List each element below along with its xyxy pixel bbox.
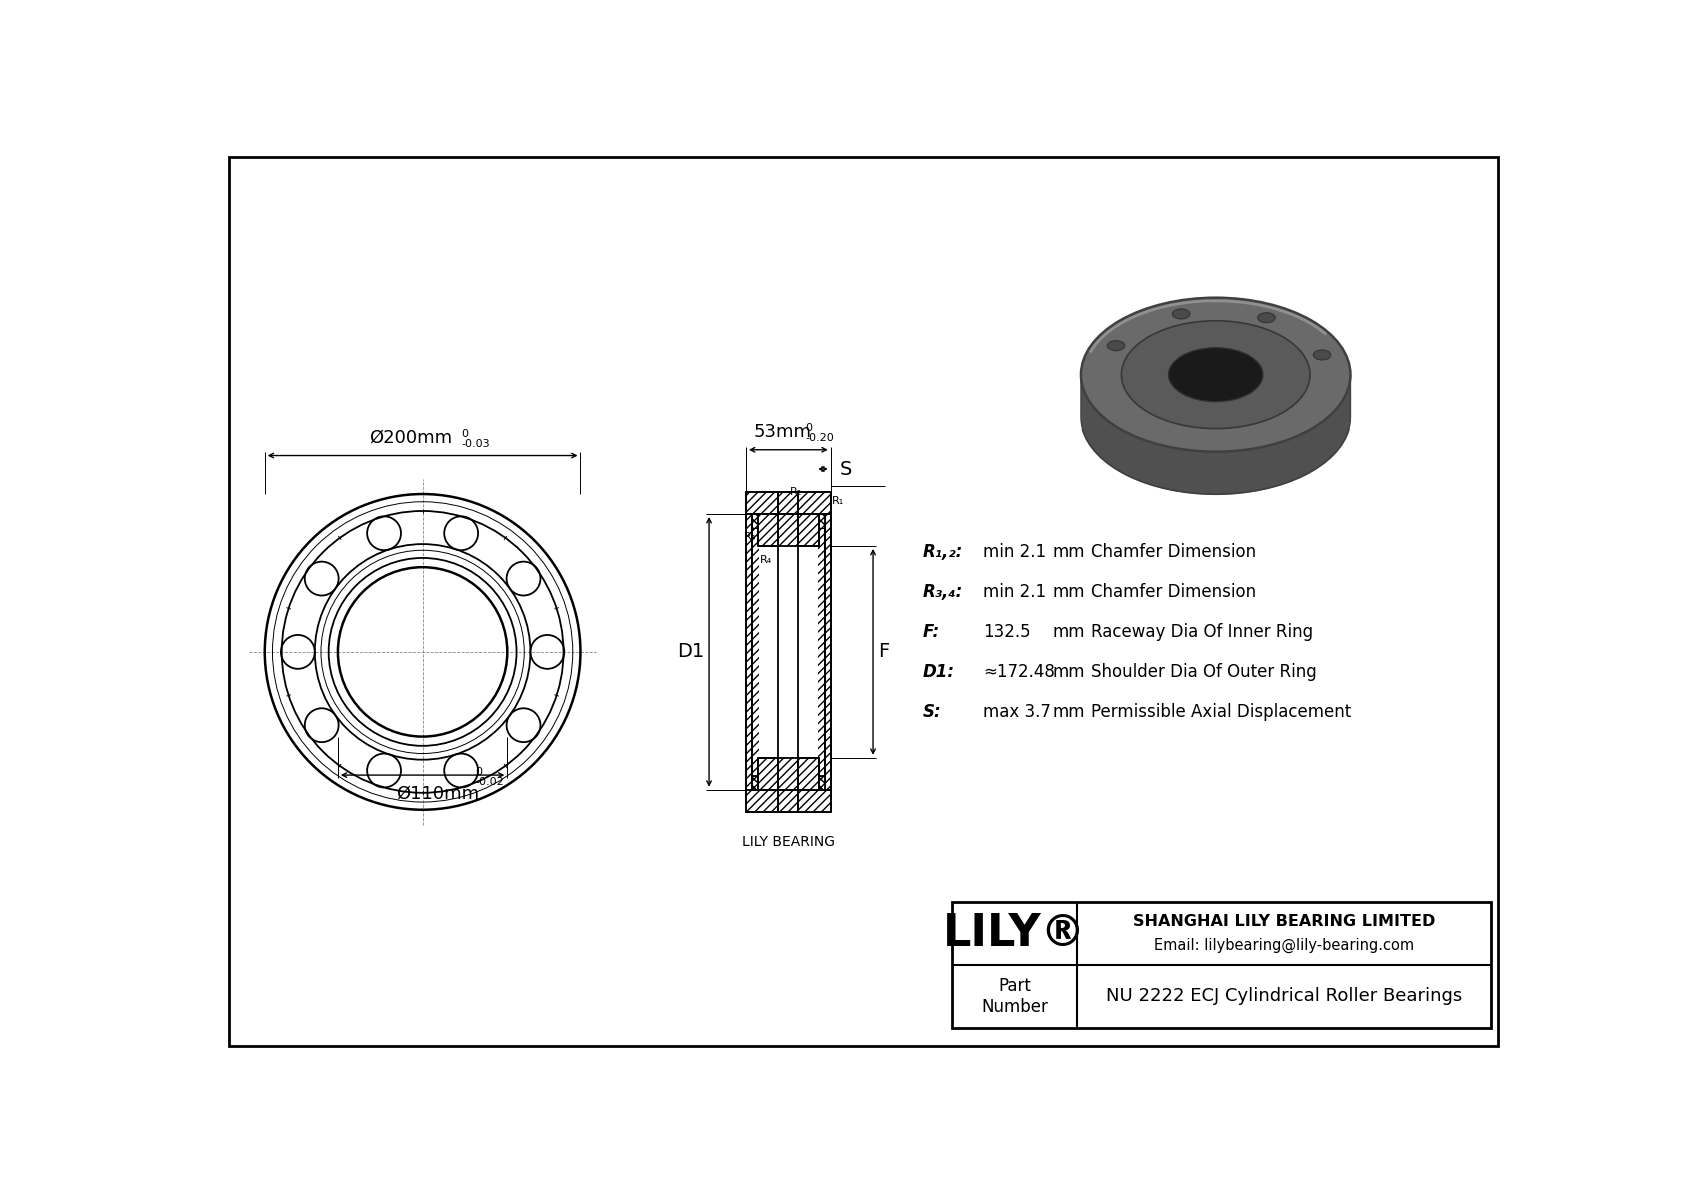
Polygon shape: [818, 777, 825, 790]
Polygon shape: [778, 492, 798, 811]
Text: 53mm: 53mm: [753, 423, 812, 441]
Text: mm: mm: [1052, 543, 1084, 561]
Polygon shape: [758, 515, 818, 545]
Text: Permissible Axial Displacement: Permissible Axial Displacement: [1091, 703, 1351, 721]
Polygon shape: [1169, 375, 1263, 444]
Text: -0.03: -0.03: [461, 438, 490, 449]
Polygon shape: [753, 777, 759, 790]
Text: Ø110mm: Ø110mm: [396, 785, 480, 803]
Text: R₃: R₃: [744, 532, 756, 542]
Ellipse shape: [1122, 320, 1310, 429]
Text: Chamfer Dimension: Chamfer Dimension: [1091, 543, 1256, 561]
Text: S:: S:: [923, 703, 941, 721]
Text: F: F: [877, 642, 889, 661]
Ellipse shape: [1108, 341, 1125, 350]
Text: ≈172.48: ≈172.48: [983, 663, 1056, 681]
Text: 0: 0: [805, 423, 812, 432]
Text: max 3.7: max 3.7: [983, 703, 1051, 721]
Ellipse shape: [1169, 348, 1263, 401]
Text: Part
Number: Part Number: [982, 977, 1047, 1016]
Text: mm: mm: [1052, 703, 1084, 721]
Polygon shape: [1081, 375, 1351, 494]
Polygon shape: [753, 515, 759, 528]
Polygon shape: [758, 757, 818, 790]
Text: S: S: [840, 460, 852, 479]
Ellipse shape: [1314, 350, 1330, 360]
Text: -0.02: -0.02: [475, 778, 504, 787]
Text: LILY®: LILY®: [943, 912, 1086, 955]
Ellipse shape: [1258, 313, 1275, 323]
Text: F:: F:: [923, 623, 940, 641]
Text: Chamfer Dimension: Chamfer Dimension: [1091, 582, 1256, 600]
Text: SHANGHAI LILY BEARING LIMITED: SHANGHAI LILY BEARING LIMITED: [1133, 913, 1435, 929]
Polygon shape: [818, 515, 825, 528]
Text: 0: 0: [475, 767, 482, 778]
Text: D1: D1: [677, 642, 704, 661]
Bar: [953, 902, 1492, 1028]
Polygon shape: [825, 515, 830, 790]
Polygon shape: [746, 790, 830, 811]
Text: LILY BEARING: LILY BEARING: [743, 835, 835, 849]
Text: -0.20: -0.20: [805, 432, 834, 443]
Text: D1:: D1:: [923, 663, 955, 681]
Polygon shape: [746, 515, 753, 790]
Text: R₃,₄:: R₃,₄:: [923, 582, 963, 600]
Ellipse shape: [1081, 298, 1351, 451]
Bar: [759, 547, 818, 757]
Text: Email: lilybearing@lily-bearing.com: Email: lilybearing@lily-bearing.com: [1154, 939, 1415, 954]
Text: 0: 0: [461, 429, 468, 438]
Text: R₁: R₁: [832, 497, 844, 506]
Text: Shoulder Dia Of Outer Ring: Shoulder Dia Of Outer Ring: [1091, 663, 1317, 681]
Text: mm: mm: [1052, 623, 1084, 641]
Polygon shape: [746, 492, 830, 515]
Text: R₄: R₄: [759, 555, 771, 566]
Text: R₂: R₂: [790, 487, 802, 497]
Text: R₁,₂:: R₁,₂:: [923, 543, 963, 561]
Ellipse shape: [1172, 308, 1191, 319]
Text: mm: mm: [1052, 663, 1084, 681]
Bar: [780, 547, 798, 757]
Text: min 2.1: min 2.1: [983, 582, 1046, 600]
Text: min 2.1: min 2.1: [983, 543, 1046, 561]
Text: 132.5: 132.5: [983, 623, 1031, 641]
Polygon shape: [753, 528, 825, 777]
Text: Ø200mm: Ø200mm: [369, 429, 453, 447]
Text: mm: mm: [1052, 582, 1084, 600]
Text: NU 2222 ECJ Cylindrical Roller Bearings: NU 2222 ECJ Cylindrical Roller Bearings: [1106, 987, 1462, 1005]
Text: Raceway Dia Of Inner Ring: Raceway Dia Of Inner Ring: [1091, 623, 1314, 641]
